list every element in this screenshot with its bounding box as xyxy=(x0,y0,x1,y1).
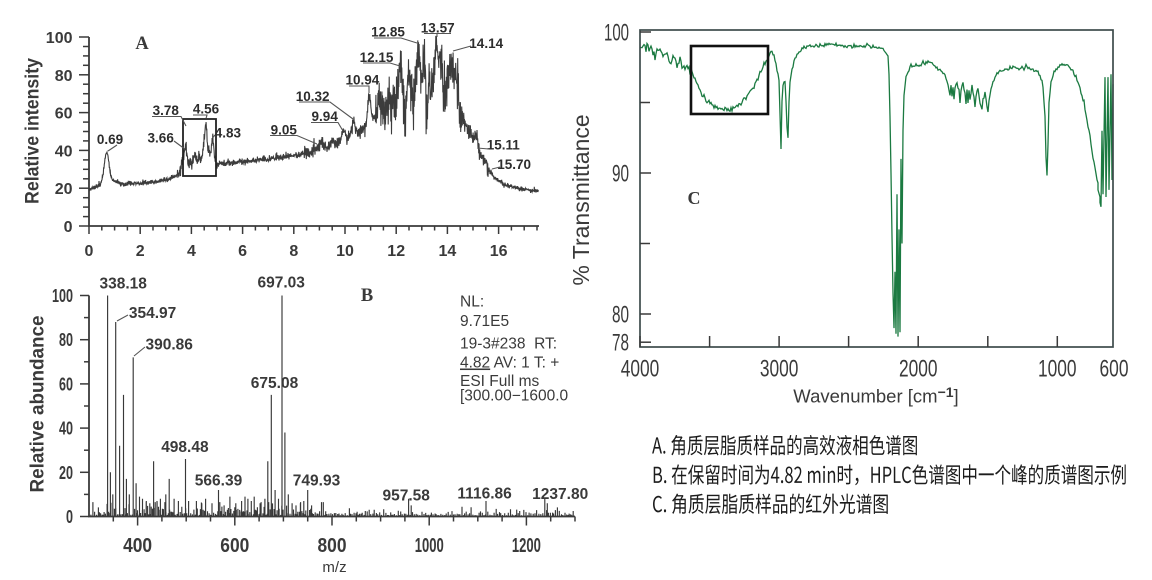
svg-text:749.93: 749.93 xyxy=(293,473,341,490)
svg-text:957.58: 957.58 xyxy=(382,487,430,504)
svg-text:0: 0 xyxy=(66,506,73,527)
svg-text:16: 16 xyxy=(490,243,508,260)
svg-text:600: 600 xyxy=(1100,356,1129,383)
svg-text:40: 40 xyxy=(59,418,73,439)
svg-text:20: 20 xyxy=(55,181,73,198)
svg-text:80: 80 xyxy=(55,68,73,85)
svg-text:498.48: 498.48 xyxy=(161,439,209,456)
svg-text:10: 10 xyxy=(336,243,354,260)
svg-text:100: 100 xyxy=(46,30,73,47)
svg-text:1237.80: 1237.80 xyxy=(532,486,588,503)
svg-text:0: 0 xyxy=(64,219,73,236)
svg-text:9.05: 9.05 xyxy=(271,123,298,138)
svg-text:% Transmittance: % Transmittance xyxy=(568,114,594,285)
svg-text:15.11: 15.11 xyxy=(487,137,521,152)
svg-text:40: 40 xyxy=(55,143,73,160)
svg-text:0: 0 xyxy=(85,243,94,260)
svg-text:354.97: 354.97 xyxy=(129,305,176,322)
svg-text:9.71E5: 9.71E5 xyxy=(460,313,509,330)
svg-text:4: 4 xyxy=(187,243,196,260)
svg-text:90: 90 xyxy=(612,161,629,188)
svg-text:80: 80 xyxy=(612,302,629,329)
svg-text:4.83: 4.83 xyxy=(215,125,242,140)
svg-text:338.18: 338.18 xyxy=(99,276,147,293)
svg-text:60: 60 xyxy=(59,373,73,394)
svg-text:566.39: 566.39 xyxy=(195,473,243,490)
svg-text:390.86: 390.86 xyxy=(145,337,193,354)
svg-text:12.85: 12.85 xyxy=(371,24,405,39)
svg-text:19-3#238 RT:: 19-3#238 RT: xyxy=(460,336,557,353)
svg-text:4000: 4000 xyxy=(621,356,660,383)
svg-text:675.08: 675.08 xyxy=(251,375,299,392)
svg-text:Relative intensity: Relative intensity xyxy=(23,58,44,204)
svg-text:4.82 AV: 1 T: +: 4.82 AV: 1 T: + xyxy=(460,355,559,372)
svg-text:6: 6 xyxy=(238,243,247,260)
svg-text:100: 100 xyxy=(604,20,629,47)
svg-text:60: 60 xyxy=(55,106,73,123)
svg-text:Wavenumber [cm−1]: Wavenumber [cm−1] xyxy=(793,384,958,407)
svg-text:[300.00−1600.0: [300.00−1600.0 xyxy=(460,388,569,405)
svg-text:3000: 3000 xyxy=(760,356,799,383)
svg-text:1200: 1200 xyxy=(512,535,541,557)
svg-text:B: B xyxy=(361,286,373,306)
svg-text:8: 8 xyxy=(289,243,298,260)
svg-text:m/z: m/z xyxy=(322,559,346,576)
svg-text:15.70: 15.70 xyxy=(497,157,531,172)
svg-text:1000: 1000 xyxy=(415,535,444,557)
svg-text:4.56: 4.56 xyxy=(193,102,220,117)
svg-text:12: 12 xyxy=(387,243,405,260)
svg-text:14.14: 14.14 xyxy=(469,36,503,51)
svg-text:100: 100 xyxy=(52,285,73,306)
svg-text:14: 14 xyxy=(439,243,457,260)
svg-text:80: 80 xyxy=(59,329,73,350)
svg-text:697.03: 697.03 xyxy=(257,274,305,291)
svg-text:1116.86: 1116.86 xyxy=(457,486,512,503)
svg-text:3.66: 3.66 xyxy=(148,131,175,146)
svg-text:10.94: 10.94 xyxy=(346,73,380,88)
svg-text:Relative abundance: Relative abundance xyxy=(28,316,49,493)
svg-text:13.57: 13.57 xyxy=(421,20,455,35)
svg-text:2000: 2000 xyxy=(899,356,938,383)
svg-text:3.78: 3.78 xyxy=(153,103,180,118)
svg-text:2: 2 xyxy=(136,243,145,260)
svg-text:400: 400 xyxy=(123,535,152,557)
svg-text:C: C xyxy=(688,188,701,208)
svg-text:ESI Full ms: ESI Full ms xyxy=(460,373,539,390)
svg-text:9.94: 9.94 xyxy=(312,109,339,124)
svg-text:A: A xyxy=(135,34,149,54)
svg-text:12.15: 12.15 xyxy=(360,50,394,65)
svg-text:800: 800 xyxy=(318,535,347,557)
svg-text:600: 600 xyxy=(220,535,249,557)
svg-text:0.69: 0.69 xyxy=(97,132,123,147)
svg-text:10.32: 10.32 xyxy=(296,89,330,104)
svg-text:78: 78 xyxy=(612,330,629,357)
svg-text:NL:: NL: xyxy=(460,294,484,311)
svg-text:20: 20 xyxy=(59,462,73,483)
svg-text:1000: 1000 xyxy=(1038,356,1077,383)
